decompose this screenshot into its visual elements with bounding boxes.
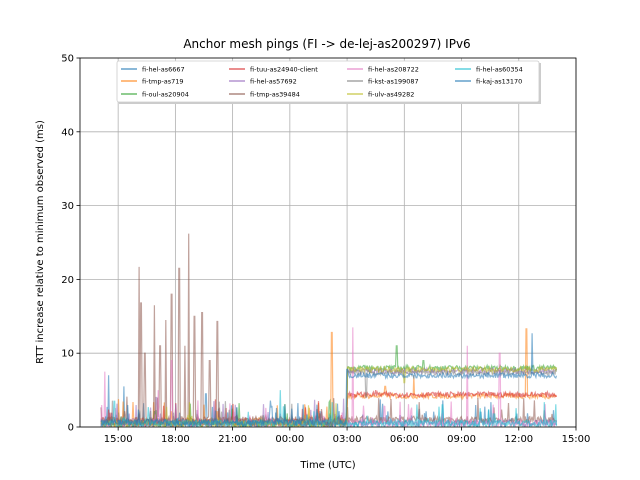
legend-label: fi-tmp-as719 <box>142 78 184 86</box>
legend-label: fi-hel-as57692 <box>250 78 297 86</box>
plot-frame <box>79 57 577 428</box>
legend-label: fi-tmp-as39484 <box>250 91 300 99</box>
legend-label: fi-kst-as199087 <box>368 78 419 86</box>
chart-title: Anchor mesh pings (FI -> de-lej-as200297… <box>183 37 470 51</box>
legend-label: fi-oul-as20904 <box>142 91 189 99</box>
series-line-fi-kaj-as13170 <box>100 333 558 427</box>
legend-label: fi-hel-as60354 <box>476 66 523 74</box>
y-tick-label: 40 <box>61 127 74 138</box>
y-tick-label: 0 <box>68 423 74 434</box>
y-tick-label: 30 <box>61 201 74 212</box>
legend-box <box>116 60 540 103</box>
legend-label: fi-tuu-as24940-client <box>250 66 318 74</box>
y-axis: 0 10 20 30 40 50 <box>61 54 80 434</box>
y-tick-label: 20 <box>61 275 74 286</box>
x-tick-label: 06:00 <box>390 434 419 445</box>
x-tick-label: 21:00 <box>218 434 247 445</box>
x-tick-label: 03:00 <box>333 434 362 445</box>
series-layer <box>100 233 558 427</box>
x-tick-label: 00:00 <box>275 434 304 445</box>
legend-label: fi-hel-as208722 <box>368 66 419 74</box>
x-tick-label: 09:00 <box>447 434 476 445</box>
y-axis-label: RTT increase relative to minimum observe… <box>35 120 46 364</box>
legend: fi-hel-as6667 fi-tmp-as719 fi-oul-as20904 f… <box>116 60 541 104</box>
x-axis: 15:00 18:00 21:00 00:00 03:00 06:00 09:00 12:00… <box>104 427 591 445</box>
grid <box>80 57 577 428</box>
x-tick-label: 15:00 <box>562 434 591 445</box>
x-tick-label: 18:00 <box>161 434 190 445</box>
x-axis-label: Time (UTC) <box>299 460 355 471</box>
y-tick-label: 50 <box>61 54 74 65</box>
legend-label: fi-kaj-as13170 <box>476 78 522 86</box>
x-tick-label: 15:00 <box>104 434 133 445</box>
legend-label: fi-ulv-as49282 <box>368 91 414 99</box>
x-tick-label: 12:00 <box>504 434 533 445</box>
legend-label: fi-hel-as6667 <box>142 66 185 74</box>
y-tick-label: 10 <box>61 349 74 360</box>
